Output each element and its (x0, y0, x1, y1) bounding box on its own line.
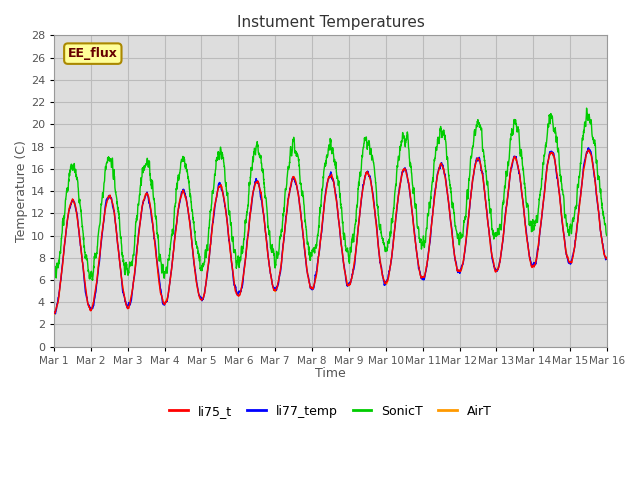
Title: Instument Temperatures: Instument Temperatures (237, 15, 424, 30)
Y-axis label: Temperature (C): Temperature (C) (15, 140, 28, 242)
Legend: li75_t, li77_temp, SonicT, AirT: li75_t, li77_temp, SonicT, AirT (164, 400, 497, 423)
X-axis label: Time: Time (315, 367, 346, 380)
Text: EE_flux: EE_flux (68, 47, 118, 60)
